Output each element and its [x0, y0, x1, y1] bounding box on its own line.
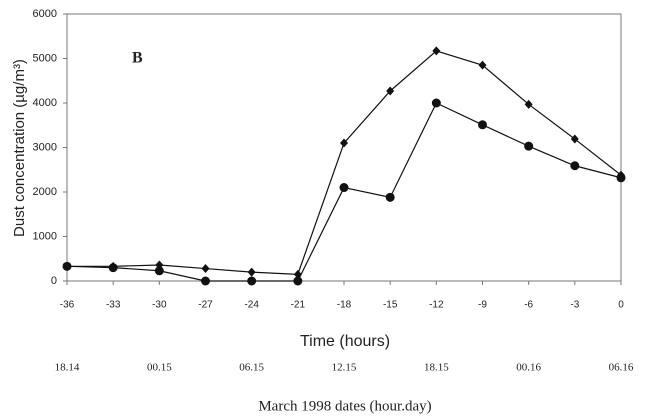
secondary-tick-label: 00.15	[147, 362, 172, 374]
point	[201, 264, 210, 274]
x-tick-label: -12	[429, 300, 444, 311]
point	[524, 141, 534, 151]
secondary-tick-label: 18.15	[424, 362, 449, 374]
point	[431, 98, 441, 108]
x-tick-label: 0	[618, 300, 624, 311]
y-tick-label: 5000	[33, 52, 57, 64]
point	[524, 99, 533, 109]
point	[247, 267, 256, 277]
series-line	[67, 50, 622, 275]
point	[570, 161, 580, 171]
secondary-tick-label: 12.15	[332, 362, 357, 374]
x-tick-label: -3	[570, 300, 579, 311]
y-axis-label: Dust concentration (µg/m³)	[11, 59, 28, 237]
x-tick-label: -18	[337, 300, 352, 311]
point	[478, 120, 487, 130]
annotation: B	[132, 50, 143, 67]
y-tick-label: 2000	[33, 186, 57, 198]
secondary-tick-label: 18.14	[55, 362, 80, 374]
point	[154, 266, 164, 276]
secondary-axis-label: March 1998 dates (hour.day)	[258, 398, 431, 414]
point	[570, 134, 579, 144]
point	[616, 173, 626, 183]
y-tick-label: 4000	[33, 97, 57, 109]
y-tick-label: 6000	[33, 8, 57, 20]
x-tick-label: -36	[60, 300, 75, 311]
point	[293, 276, 303, 286]
point	[108, 263, 118, 273]
point	[201, 276, 210, 286]
point	[432, 46, 441, 56]
x-tick-label: -21	[291, 300, 306, 311]
y-tick-label: 1000	[33, 230, 57, 242]
point	[385, 192, 395, 202]
x-tick-label: -15	[383, 300, 398, 311]
point	[340, 138, 348, 148]
point	[62, 261, 72, 271]
y-tick-label: 3000	[33, 141, 57, 153]
point	[247, 276, 257, 286]
x-tick-label: -27	[198, 300, 213, 311]
x-axis-label: Time (hours)	[300, 333, 390, 350]
point	[386, 86, 395, 96]
y-tick-label: 0	[51, 275, 57, 287]
x-tick-label: -33	[106, 300, 121, 311]
point	[478, 60, 487, 70]
secondary-tick-label: 06.16	[609, 362, 634, 374]
x-tick-label: -9	[478, 300, 487, 311]
secondary-tick-label: 00.16	[516, 362, 541, 374]
point	[339, 183, 349, 193]
x-tick-label: -24	[244, 300, 259, 311]
x-tick-label: -6	[524, 300, 533, 311]
x-tick-label: -30	[152, 300, 167, 311]
secondary-tick-label: 06.15	[239, 362, 264, 374]
